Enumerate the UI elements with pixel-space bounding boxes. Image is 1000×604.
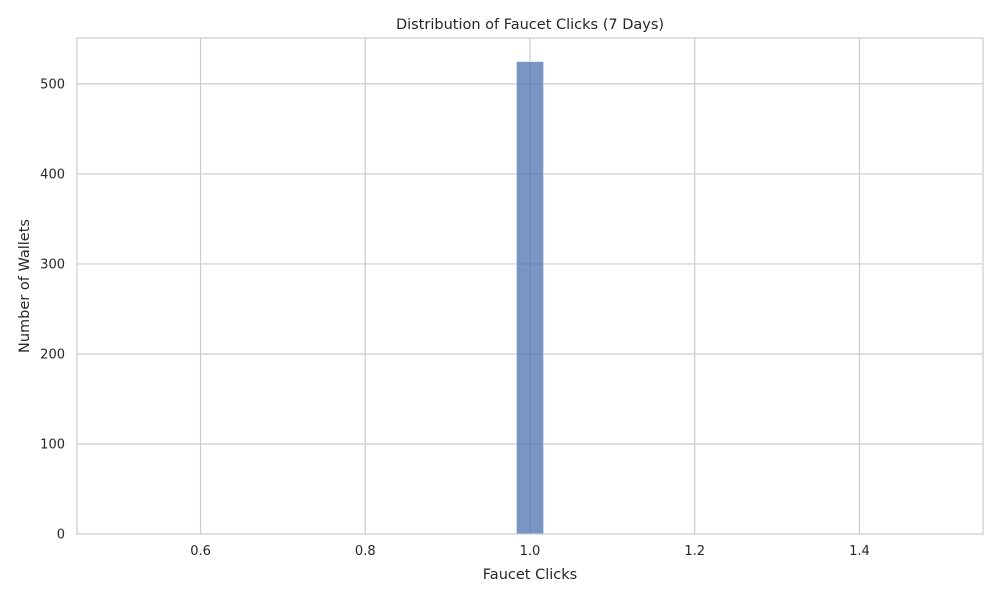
tick-layer: 0.6 0.8 1.0 1.2 1.4 0 100 200 300 400 500 <box>40 77 870 559</box>
y-tick-label: 200 <box>40 347 65 362</box>
bar-layer <box>515 61 545 535</box>
plot-frame <box>76 37 984 535</box>
x-tick-label: 0.6 <box>190 544 211 559</box>
x-tick-label: 1.0 <box>520 544 541 559</box>
x-tick-label: 0.8 <box>355 544 376 559</box>
x-tick-label: 1.4 <box>849 544 870 559</box>
histogram-bar <box>515 61 545 535</box>
x-tick-label: 1.2 <box>684 544 705 559</box>
y-tick-label: 400 <box>40 167 65 182</box>
x-axis-label: Faucet Clicks <box>483 567 577 583</box>
y-axis-label: Number of Wallets <box>17 219 33 353</box>
chart-title: Distribution of Faucet Clicks (7 Days) <box>396 17 664 33</box>
y-tick-label: 300 <box>40 257 65 272</box>
y-tick-label: 0 <box>57 528 65 543</box>
y-tick-label: 500 <box>40 77 65 92</box>
y-tick-label: 100 <box>40 437 65 452</box>
